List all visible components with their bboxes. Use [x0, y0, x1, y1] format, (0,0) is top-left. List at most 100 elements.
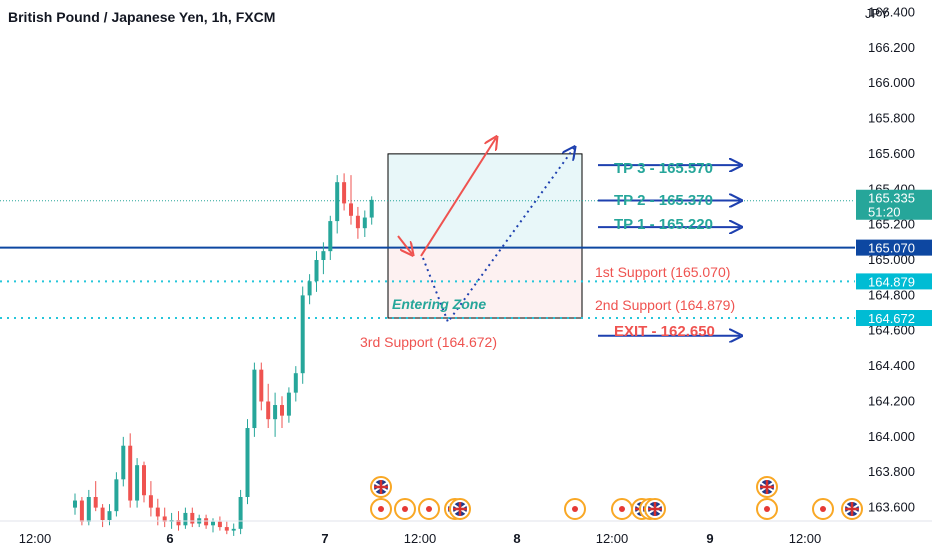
candle [211, 518, 215, 533]
y-tick-label: 166.200 [868, 40, 915, 55]
y-tick-label: 163.800 [868, 464, 915, 479]
event-dot [764, 506, 770, 512]
y-tick-label: 164.400 [868, 358, 915, 373]
candle-body [148, 495, 153, 508]
candle [355, 206, 360, 239]
x-tick-label: 9 [706, 531, 713, 546]
candle [148, 481, 153, 517]
support3-price-tag: 164.672 [856, 310, 932, 327]
y-tick-label: 165.200 [868, 217, 915, 232]
uk-flag-icon[interactable] [370, 476, 392, 498]
candle-body [73, 500, 77, 508]
annotation-layer: TP 3 - 165.570 TP 2 - 165.370 TP 1 - 165.2… [360, 160, 735, 350]
candle [314, 251, 319, 292]
candle [328, 215, 333, 260]
candle-body [217, 521, 222, 528]
candle [107, 504, 112, 526]
candle [266, 383, 271, 429]
candle [114, 472, 119, 517]
candle-body [362, 217, 367, 229]
y-tick-label: 166.400 [868, 4, 915, 19]
candle-body [245, 428, 250, 498]
time-axis: 12:00 6 7 12:00 8 12:00 9 12:00 [0, 520, 932, 546]
tp2-label: TP 2 - 165.370 [614, 192, 713, 209]
candle [224, 521, 229, 535]
candle [369, 196, 374, 225]
candle [349, 175, 353, 225]
y-tick-label: 164.000 [868, 429, 915, 444]
candle-body [355, 215, 360, 229]
event-dot-icon[interactable] [418, 498, 440, 520]
x-tick-label: 12:00 [19, 531, 52, 546]
candle-body [114, 479, 119, 512]
candle-body [369, 199, 374, 218]
candle-body [176, 520, 181, 526]
candle-body [155, 507, 160, 517]
candle-body [93, 497, 98, 508]
price-tag-text: 51:20 [868, 205, 901, 220]
candle-body [224, 527, 229, 531]
x-tick-label: 12:00 [404, 531, 437, 546]
candle [73, 493, 77, 515]
candle-body [128, 445, 133, 501]
candle [121, 436, 126, 487]
candle [321, 242, 326, 275]
tp1-label: TP 1 - 165.220 [614, 216, 713, 233]
x-tick-label: 8 [513, 531, 520, 546]
event-dot-icon[interactable] [611, 498, 633, 520]
candle [293, 366, 298, 402]
uk-flag-icon[interactable] [449, 498, 471, 520]
candle [362, 210, 367, 238]
candle-body [142, 465, 146, 496]
event-dot-icon[interactable] [394, 498, 416, 520]
candle [100, 504, 105, 528]
candle-body [190, 512, 195, 524]
price-tag-bg [856, 239, 932, 256]
candle-body [328, 221, 333, 252]
candle [259, 362, 264, 411]
exit-label: EXIT - 162.650 [614, 323, 715, 340]
candle [300, 286, 305, 384]
event-dot-icon[interactable] [564, 498, 586, 520]
candle-body [349, 203, 353, 216]
candle-body [231, 528, 236, 531]
y-tick-label: 165.600 [868, 146, 915, 161]
candle [280, 396, 284, 429]
candle-body [252, 369, 257, 429]
candle [142, 461, 146, 503]
x-tick-label: 12:00 [596, 531, 629, 546]
candle-body [162, 516, 167, 522]
candles-layer [73, 173, 374, 536]
uk-flag-icon[interactable] [644, 498, 666, 520]
candle-body [342, 182, 347, 204]
y-tick-label: 165.000 [868, 252, 915, 267]
candle [238, 489, 243, 535]
candle-body [300, 295, 305, 374]
event-dot [378, 506, 384, 512]
uk-flag-icon[interactable] [841, 498, 863, 520]
event-dot-icon[interactable] [370, 498, 392, 520]
candle-body [100, 507, 105, 520]
event-dot-icon[interactable] [812, 498, 834, 520]
candle [286, 387, 291, 423]
candle-body [293, 373, 298, 393]
candle-body [273, 405, 278, 420]
candle [307, 274, 312, 305]
support1-price-tag: 165.070 [856, 239, 932, 256]
candle-body [286, 392, 291, 416]
candle-body [183, 512, 188, 526]
price-tag-text: 165.335 [868, 191, 915, 206]
event-dot [402, 506, 408, 512]
price-tag-bg [856, 310, 932, 327]
event-dot [619, 506, 625, 512]
price-tag-bg [856, 273, 932, 290]
candle-body [79, 500, 84, 522]
red-entry-arrow [397, 235, 412, 254]
candle-body [266, 401, 271, 420]
candle [86, 489, 91, 526]
event-dot-icon[interactable] [756, 498, 778, 520]
y-tick-label: 164.800 [868, 287, 915, 302]
uk-flag-icon[interactable] [756, 476, 778, 498]
